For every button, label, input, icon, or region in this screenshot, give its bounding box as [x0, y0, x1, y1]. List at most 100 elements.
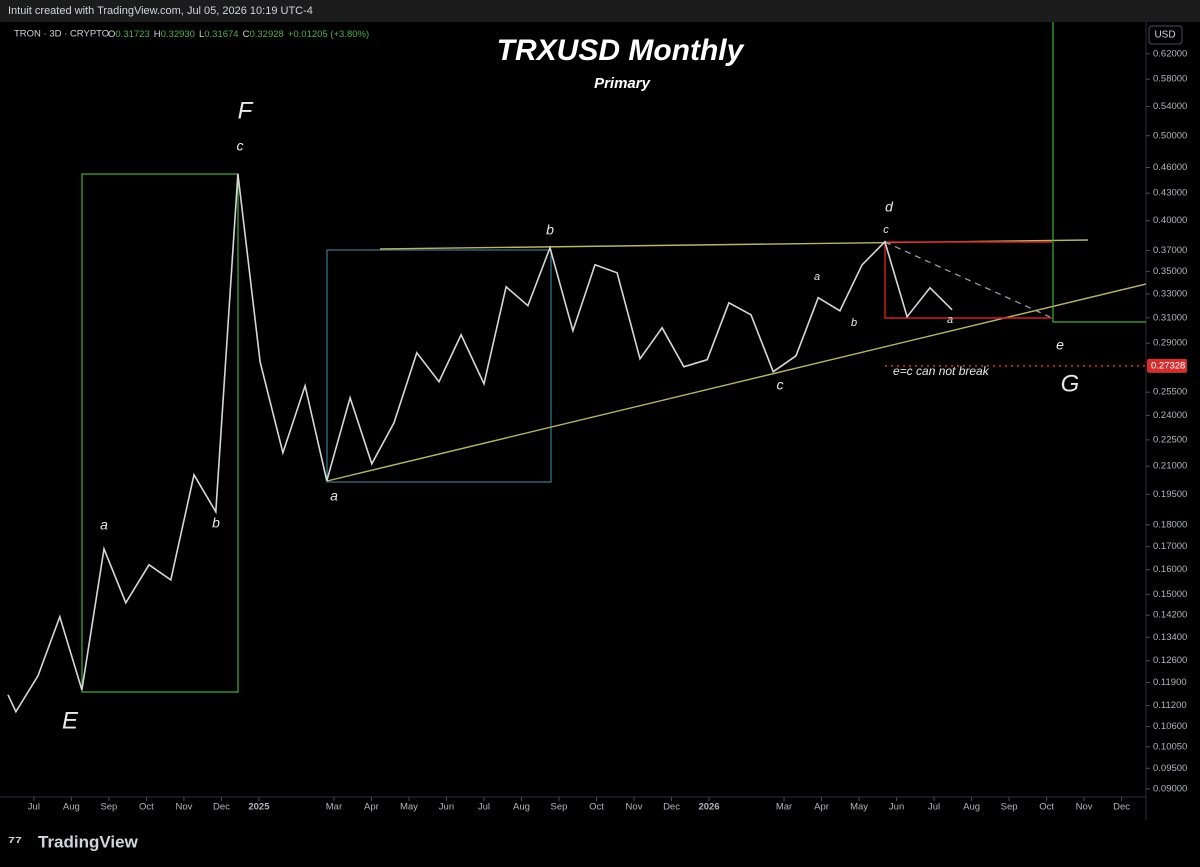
y-tick-label: 0.14200 — [1153, 610, 1187, 621]
x-tick-label: Mar — [776, 802, 792, 813]
annotation: E — [62, 707, 79, 734]
box-drawing — [81, 173, 239, 693]
x-tick-label: Apr — [364, 802, 379, 813]
ohlc-value: 0.31723 — [115, 29, 149, 40]
x-tick-label: May — [400, 802, 418, 813]
annotation: a — [100, 517, 108, 533]
y-tick-label: 0.19500 — [1153, 489, 1187, 500]
x-tick-label: Aug — [513, 802, 530, 813]
annotation: d — [885, 199, 894, 215]
annotation: c — [237, 138, 244, 154]
y-tick-label: 0.43000 — [1153, 188, 1187, 199]
y-tick-label: 0.12600 — [1153, 655, 1187, 666]
annotation: a — [947, 314, 953, 326]
x-tick-label: Aug — [963, 802, 980, 813]
x-tick-label: Jun — [889, 802, 904, 813]
chart-title: TRXUSD Monthly — [497, 34, 745, 67]
legend: TRON · 3D · CRYPTO O0.31723 H0.32930 L0.31… — [14, 29, 369, 40]
x-tick-label: Apr — [814, 802, 829, 813]
y-tick-label: 0.09000 — [1153, 783, 1187, 794]
x-tick-label: Dec — [1113, 802, 1130, 813]
y-tick-label: 0.11200 — [1153, 700, 1187, 711]
y-tick-label: 0.11900 — [1153, 677, 1187, 688]
x-tick-label: Sep — [100, 802, 117, 813]
x-tick-label: Dec — [213, 802, 230, 813]
currency-box[interactable] — [1148, 25, 1183, 45]
x-tick-label: Sep — [1001, 802, 1018, 813]
x-tick-label: Nov — [1076, 802, 1093, 813]
box-drawing — [326, 249, 552, 483]
y-tick-label: 0.24000 — [1153, 410, 1187, 421]
x-tick-label: Nov — [626, 802, 643, 813]
x-tick-label: Jul — [478, 802, 490, 813]
y-tick-label: 0.33000 — [1153, 289, 1187, 300]
y-tick-label: 0.54000 — [1153, 101, 1187, 112]
y-tick-label: 0.58000 — [1153, 74, 1187, 85]
red-drawing — [884, 241, 1052, 319]
x-tick-label: Jul — [28, 802, 40, 813]
ohlc-key: C — [243, 29, 250, 40]
y-tick-label: 0.37000 — [1153, 245, 1187, 256]
y-tick-label: 0.31000 — [1153, 312, 1187, 323]
annotation: c — [777, 377, 784, 393]
y-tick-label: 0.17000 — [1153, 541, 1187, 552]
y-tick-label: 0.35000 — [1153, 266, 1187, 277]
currency[interactable]: USD — [1154, 30, 1175, 41]
y-tick-label: 0.15000 — [1153, 589, 1187, 600]
y-tick-label: 0.29000 — [1153, 338, 1187, 349]
annotation: c — [883, 224, 889, 236]
ohlc-key: H — [154, 29, 161, 40]
x-tick-label: 2026 — [698, 802, 719, 813]
price-label: 0.27328 — [1151, 360, 1185, 371]
annotation: e — [1056, 337, 1064, 353]
header-bar — [0, 0, 1200, 22]
x-tick-label: Oct — [1039, 802, 1054, 813]
price-line-series — [7, 173, 953, 714]
x-tick-label: Mar — [326, 802, 342, 813]
y-tick-label: 0.09500 — [1153, 763, 1187, 774]
y-tick-label: 0.46000 — [1153, 162, 1187, 173]
y-tick-label: 0.13400 — [1153, 632, 1187, 643]
x-tick-label: Oct — [589, 802, 604, 813]
ohlc-value: 0.32928 — [249, 29, 283, 40]
x-tick-label: May — [850, 802, 868, 813]
ohlc-value: 0.32930 — [161, 29, 195, 40]
x-tick-label: Sep — [551, 802, 568, 813]
annotation: b — [851, 317, 857, 329]
y-tick-label: 0.16000 — [1153, 564, 1187, 575]
brand: TradingView — [38, 832, 139, 851]
price-label-box — [1147, 358, 1187, 373]
ohlc-key: L — [199, 29, 204, 40]
annotation: e=c can not break — [893, 364, 990, 378]
chart-subtitle: Primary — [594, 75, 651, 92]
y-tick-label: 0.62000 — [1153, 48, 1187, 59]
x-tick-label: Oct — [139, 802, 154, 813]
dashed-line — [884, 241, 1051, 318]
y-tick-label: 0.22500 — [1153, 434, 1187, 445]
change: +0.01205 (+3.80%) — [288, 29, 369, 40]
ohlc: O0.31723 H0.32930 L0.31674 C0.32928 +0.01205… — [108, 29, 369, 40]
trend-line — [326, 283, 1147, 482]
annotation: b — [546, 222, 554, 238]
annotation: b — [212, 515, 220, 531]
x-tick-label: Dec — [663, 802, 680, 813]
ohlc-value: 0.31674 — [204, 29, 238, 40]
annotation: F — [238, 97, 254, 124]
y-tick-label: 0.40000 — [1153, 215, 1187, 226]
box-drawing — [1052, 22, 1146, 323]
x-tick-label: Jun — [439, 802, 454, 813]
y-tick-label: 0.18000 — [1153, 519, 1187, 530]
x-tick-label: Jul — [928, 802, 940, 813]
y-tick-label: 0.10050 — [1153, 741, 1187, 752]
logo-mark: ⁷⁷ — [8, 832, 22, 851]
x-tick-label: Nov — [175, 802, 192, 813]
ohlc-key: O — [108, 29, 115, 40]
x-tick-label: Aug — [63, 802, 80, 813]
y-tick-label: 0.10600 — [1153, 721, 1187, 732]
header-text: Intuit created with TradingView.com, Jul… — [8, 5, 313, 17]
annotation: a — [330, 488, 338, 504]
y-tick-label: 0.25500 — [1153, 387, 1187, 398]
y-tick-label: 0.21000 — [1153, 461, 1187, 472]
